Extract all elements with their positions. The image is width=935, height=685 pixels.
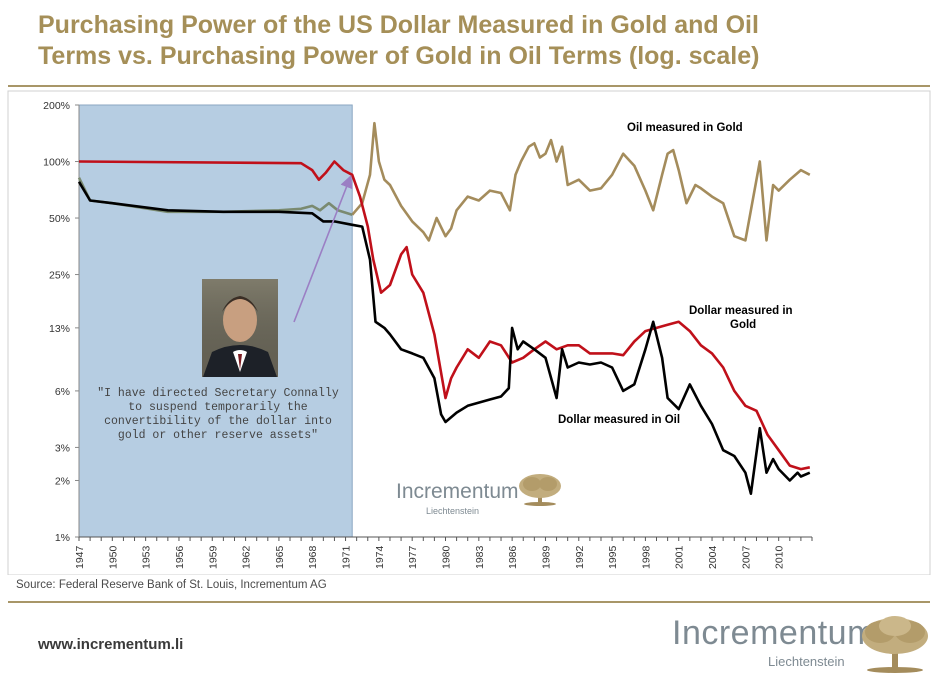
nixon-quote: "I have directed Secretary Connally to s… bbox=[97, 387, 339, 442]
x-tick-label: 1992 bbox=[574, 545, 586, 569]
quote-line-1: "I have directed Secretary Connally bbox=[97, 387, 339, 400]
series-layer bbox=[77, 121, 811, 496]
oil-in-gold-label: Oil measured in Gold bbox=[627, 122, 743, 134]
website-link[interactable]: www.incrementum.li bbox=[38, 636, 184, 653]
x-axis: 1947 1950 1953 1956 1959 1962 1965 1968 1971 1974… bbox=[74, 536, 813, 569]
y-tick-label: 2% bbox=[55, 475, 70, 487]
x-tick-label: 1956 bbox=[174, 545, 186, 569]
y-tick-label: 6% bbox=[55, 386, 70, 398]
x-tick-label: 1986 bbox=[507, 545, 519, 569]
x-tick-label: 1962 bbox=[241, 545, 253, 569]
y-axis: 200% 100% 50% 25% 13% 6% 3% 2% 1% bbox=[43, 100, 80, 544]
y-tick-label: 100% bbox=[43, 157, 70, 169]
y-tick-label: 13% bbox=[49, 323, 70, 335]
watermark-tree-icon bbox=[519, 474, 561, 506]
x-tick-label: 1947 bbox=[74, 545, 86, 569]
x-tick-label: 1980 bbox=[441, 545, 453, 569]
source-note: Source: Federal Reserve Bank of St. Loui… bbox=[16, 579, 327, 591]
chart-watermark-logo: Incrementum Liechtenstein bbox=[396, 474, 561, 516]
x-tick-label: 1950 bbox=[107, 545, 119, 569]
x-tick-label: 1983 bbox=[474, 545, 486, 569]
x-tick-label: 2010 bbox=[774, 545, 786, 569]
y-tick-label: 3% bbox=[55, 442, 70, 454]
title-divider bbox=[8, 85, 930, 87]
watermark-sub: Liechtenstein bbox=[426, 506, 479, 516]
logo-wordmark: Incrementum bbox=[672, 614, 876, 652]
x-tick-label: 2004 bbox=[707, 545, 719, 569]
x-tick-label: 1977 bbox=[407, 545, 419, 569]
y-tick-label: 200% bbox=[43, 100, 70, 112]
watermark-word: Incrementum bbox=[396, 480, 519, 503]
x-tick-label: 1959 bbox=[207, 545, 219, 569]
quote-line-2: to suspend temporarily the bbox=[128, 401, 308, 414]
series-line-oil-measured-in-gold bbox=[351, 121, 811, 242]
footer-divider bbox=[8, 601, 930, 603]
y-tick-label: 1% bbox=[55, 532, 70, 544]
y-tick-label: 25% bbox=[49, 270, 70, 282]
x-tick-label: 2007 bbox=[740, 545, 752, 569]
x-tick-label: 1974 bbox=[374, 545, 386, 569]
title-line-1: Purchasing Power of the US Dollar Measur… bbox=[38, 11, 759, 39]
quote-line-4: gold or other reserve assets" bbox=[118, 429, 318, 442]
logo-subtitle: Liechtenstein bbox=[768, 654, 845, 669]
nixon-portrait bbox=[202, 279, 278, 377]
page-title: Purchasing Power of the US Dollar Measur… bbox=[38, 10, 918, 72]
x-tick-label: 1953 bbox=[141, 545, 153, 569]
x-tick-label: 1965 bbox=[274, 545, 286, 569]
x-tick-label: 2001 bbox=[674, 545, 686, 569]
incrementum-logo: Incrementum Liechtenstein bbox=[672, 610, 930, 680]
chart-svg: 200%100%50%25%13%6%3%2%1% 1947 1950 1953 19… bbox=[7, 90, 931, 575]
x-tick-label: 1998 bbox=[640, 545, 652, 569]
dollar-in-gold-label-1: Dollar measured in bbox=[689, 305, 793, 317]
dollar-in-oil-label: Dollar measured in Oil bbox=[558, 414, 680, 426]
series-line-dollar-measured-in-oil bbox=[77, 181, 811, 496]
chart-frame bbox=[7, 90, 931, 575]
quote-line-3: convertibility of the dollar into bbox=[104, 415, 332, 428]
series-line-dollar-measured-in-gold bbox=[78, 160, 811, 471]
x-tick-label: 1971 bbox=[341, 545, 353, 569]
x-tick-label: 1995 bbox=[607, 545, 619, 569]
x-tick-label: 1968 bbox=[307, 545, 319, 569]
nixon-arrow bbox=[293, 175, 353, 323]
title-line-2: Terms vs. Purchasing Power of Gold in Oi… bbox=[38, 42, 760, 70]
y-tick-label: 50% bbox=[49, 213, 70, 225]
dollar-in-gold-label-2: Gold bbox=[730, 319, 756, 331]
tree-icon bbox=[862, 616, 928, 673]
x-tick-label: 1989 bbox=[540, 545, 552, 569]
